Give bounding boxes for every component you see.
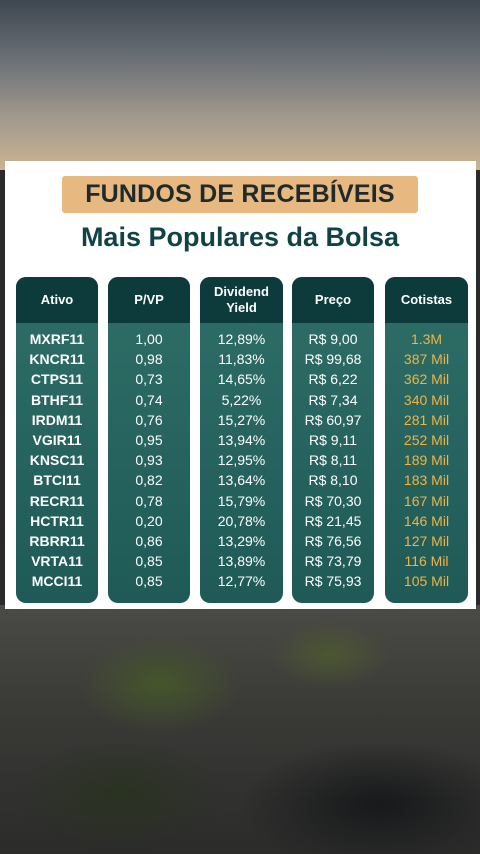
- table-cell-preco: R$ 6,22: [308, 371, 358, 388]
- column-body-cotistas: 1.3M 387 Mil 362 Mil 340 Mil 281 Mil 252 Mil 1…: [385, 323, 468, 591]
- table-cell-ativo: IRDM11: [31, 411, 83, 428]
- table-cell-preco: R$ 7,34: [308, 391, 358, 408]
- table-cell-cotistas: 362 Mil: [403, 371, 450, 388]
- table-cell-ativo: BTHF11: [30, 391, 84, 408]
- table-cell-dy: 12,77%: [217, 573, 266, 590]
- table-cell-preco: R$ 73,79: [304, 553, 362, 570]
- column-ativo: Ativo MXRF11 KNCR11 CTPS11 BTHF11 IRDM11 VGIR…: [16, 277, 98, 603]
- table-cell-dy: 12,89%: [217, 331, 266, 347]
- table-cell-cotistas: 105 Mil: [403, 573, 450, 590]
- table-cell-preco: R$ 8,11: [309, 452, 357, 469]
- table-cell-dy: 12,95%: [217, 452, 266, 469]
- table-cell-dy: 11,83%: [218, 351, 265, 368]
- table-cell-ativo: KNSC11: [29, 452, 85, 469]
- table-cell-dy: 13,89%: [217, 553, 266, 570]
- table-cell-cotistas: 183 Mil: [403, 472, 450, 489]
- column-body-preco: R$ 9,00 R$ 99,68 R$ 6,22 R$ 7,34 R$ 60,97 R$ …: [292, 323, 374, 591]
- table-cell-ativo: MXRF11: [29, 331, 85, 347]
- table-cell-cotistas: 189 Mil: [403, 452, 450, 469]
- column-cotistas: Cotistas 1.3M 387 Mil 362 Mil 340 Mil 281 Mi…: [385, 277, 468, 603]
- title-banner: FUNDOS DE RECEBÍVEIS: [62, 176, 418, 213]
- table-cell-preco: R$ 76,56: [304, 532, 362, 549]
- column-pvp: P/VP 1,00 0,98 0,73 0,74 0,76 0,95 0,93 0,82 0,7…: [108, 277, 190, 603]
- column-body-pvp: 1,00 0,98 0,73 0,74 0,76 0,95 0,93 0,82 0,78 0,20…: [108, 323, 190, 591]
- table-cell-ativo: RBRR11: [29, 532, 85, 549]
- table-cell-cotistas: 146 Mil: [403, 512, 450, 529]
- table-cell-preco: R$ 60,97: [304, 411, 362, 428]
- table-cell-dy: 13,64%: [217, 472, 266, 489]
- background-ground: [0, 605, 480, 854]
- table-cell-dy: 14,65%: [217, 371, 266, 388]
- table-cell-ativo: VGIR11: [32, 431, 82, 448]
- background-sky: [0, 0, 480, 170]
- table-cell-dy: 5,22%: [221, 391, 262, 408]
- table-cell-ativo: VRTA11: [31, 553, 83, 570]
- column-body-ativo: MXRF11 KNCR11 CTPS11 BTHF11 IRDM11 VGIR11 KNSC…: [16, 323, 98, 591]
- column-header-dy-line2: Yield: [226, 300, 257, 315]
- table-cell-ativo: HCTR11: [30, 512, 84, 529]
- page-title: FUNDOS DE RECEBÍVEIS: [85, 180, 395, 208]
- column-body-dividend-yield: 12,89% 11,83% 14,65% 5,22% 15,27% 13,94% 12,95…: [200, 323, 283, 591]
- table-cell-cotistas: 252 Mil: [403, 431, 450, 448]
- column-header-dividend-yield: Dividend Yield: [200, 277, 283, 323]
- table-cell-pvp: 0,86: [135, 532, 163, 549]
- table-cell-pvp: 0,93: [135, 452, 163, 469]
- table-cell-pvp: 0,78: [135, 492, 163, 509]
- table-cell-preco: R$ 21,45: [304, 512, 362, 529]
- column-header-preco: Preço: [292, 277, 374, 323]
- table-cell-cotistas: 340 Mil: [403, 391, 450, 408]
- table-cell-ativo: MCCI11: [31, 573, 83, 590]
- table-cell-cotistas: 1.3M: [410, 331, 443, 347]
- table-cell-dy: 20,78%: [217, 512, 266, 529]
- table-cell-pvp: 0,76: [135, 411, 163, 428]
- column-header-pvp: P/VP: [108, 277, 190, 323]
- table-cell-preco: R$ 8,10: [308, 472, 358, 489]
- table-cell-dy: 13,94%: [217, 431, 266, 448]
- table-cell-ativo: RECR11: [29, 492, 85, 509]
- table-cell-cotistas: 116 Mil: [404, 553, 449, 570]
- table-cell-preco: R$ 9,00: [308, 331, 358, 347]
- table-cell-pvp: 0,73: [135, 371, 163, 388]
- column-header-ativo: Ativo: [16, 277, 98, 323]
- table-cell-pvp: 0,98: [135, 351, 163, 368]
- table-cell-pvp: 0,85: [135, 573, 163, 590]
- table-cell-preco: R$ 99,68: [304, 351, 362, 368]
- table-cell-pvp: 0,82: [135, 472, 163, 489]
- table-cell-cotistas: 167 Mil: [403, 492, 450, 509]
- table-cell-dy: 13,29%: [217, 532, 266, 549]
- table-cell-cotistas: 127 Mil: [403, 532, 450, 549]
- table-cell-dy: 15,79%: [217, 492, 266, 509]
- table-cell-dy: 15,27%: [217, 411, 266, 428]
- table-cell-ativo: CTPS11: [30, 371, 84, 388]
- column-header-dy-line1: Dividend: [214, 284, 269, 299]
- table-cell-ativo: KNCR11: [29, 351, 85, 368]
- column-header-cotistas: Cotistas: [385, 277, 468, 323]
- table-cell-cotistas: 281 Mil: [403, 411, 450, 428]
- table-cell-ativo: BTCI11: [33, 472, 81, 489]
- page-subtitle: Mais Populares da Bolsa: [80, 222, 400, 252]
- table-cell-pvp: 0,85: [135, 553, 163, 570]
- table-cell-cotistas: 387 Mil: [403, 351, 450, 368]
- column-preco: Preço R$ 9,00 R$ 99,68 R$ 6,22 R$ 7,34 R$ 60…: [292, 277, 374, 603]
- table-cell-pvp: 0,20: [135, 512, 163, 529]
- table-cell-preco: R$ 9,11: [309, 431, 357, 448]
- table-cell-pvp: 0,95: [135, 431, 163, 448]
- table-cell-pvp: 0,74: [135, 391, 163, 408]
- table-cell-preco: R$ 75,93: [304, 573, 362, 590]
- table-cell-preco: R$ 70,30: [304, 492, 362, 509]
- table-cell-pvp: 1,00: [135, 331, 163, 347]
- column-dividend-yield: Dividend Yield 12,89% 11,83% 14,65% 5,22% 15…: [200, 277, 283, 603]
